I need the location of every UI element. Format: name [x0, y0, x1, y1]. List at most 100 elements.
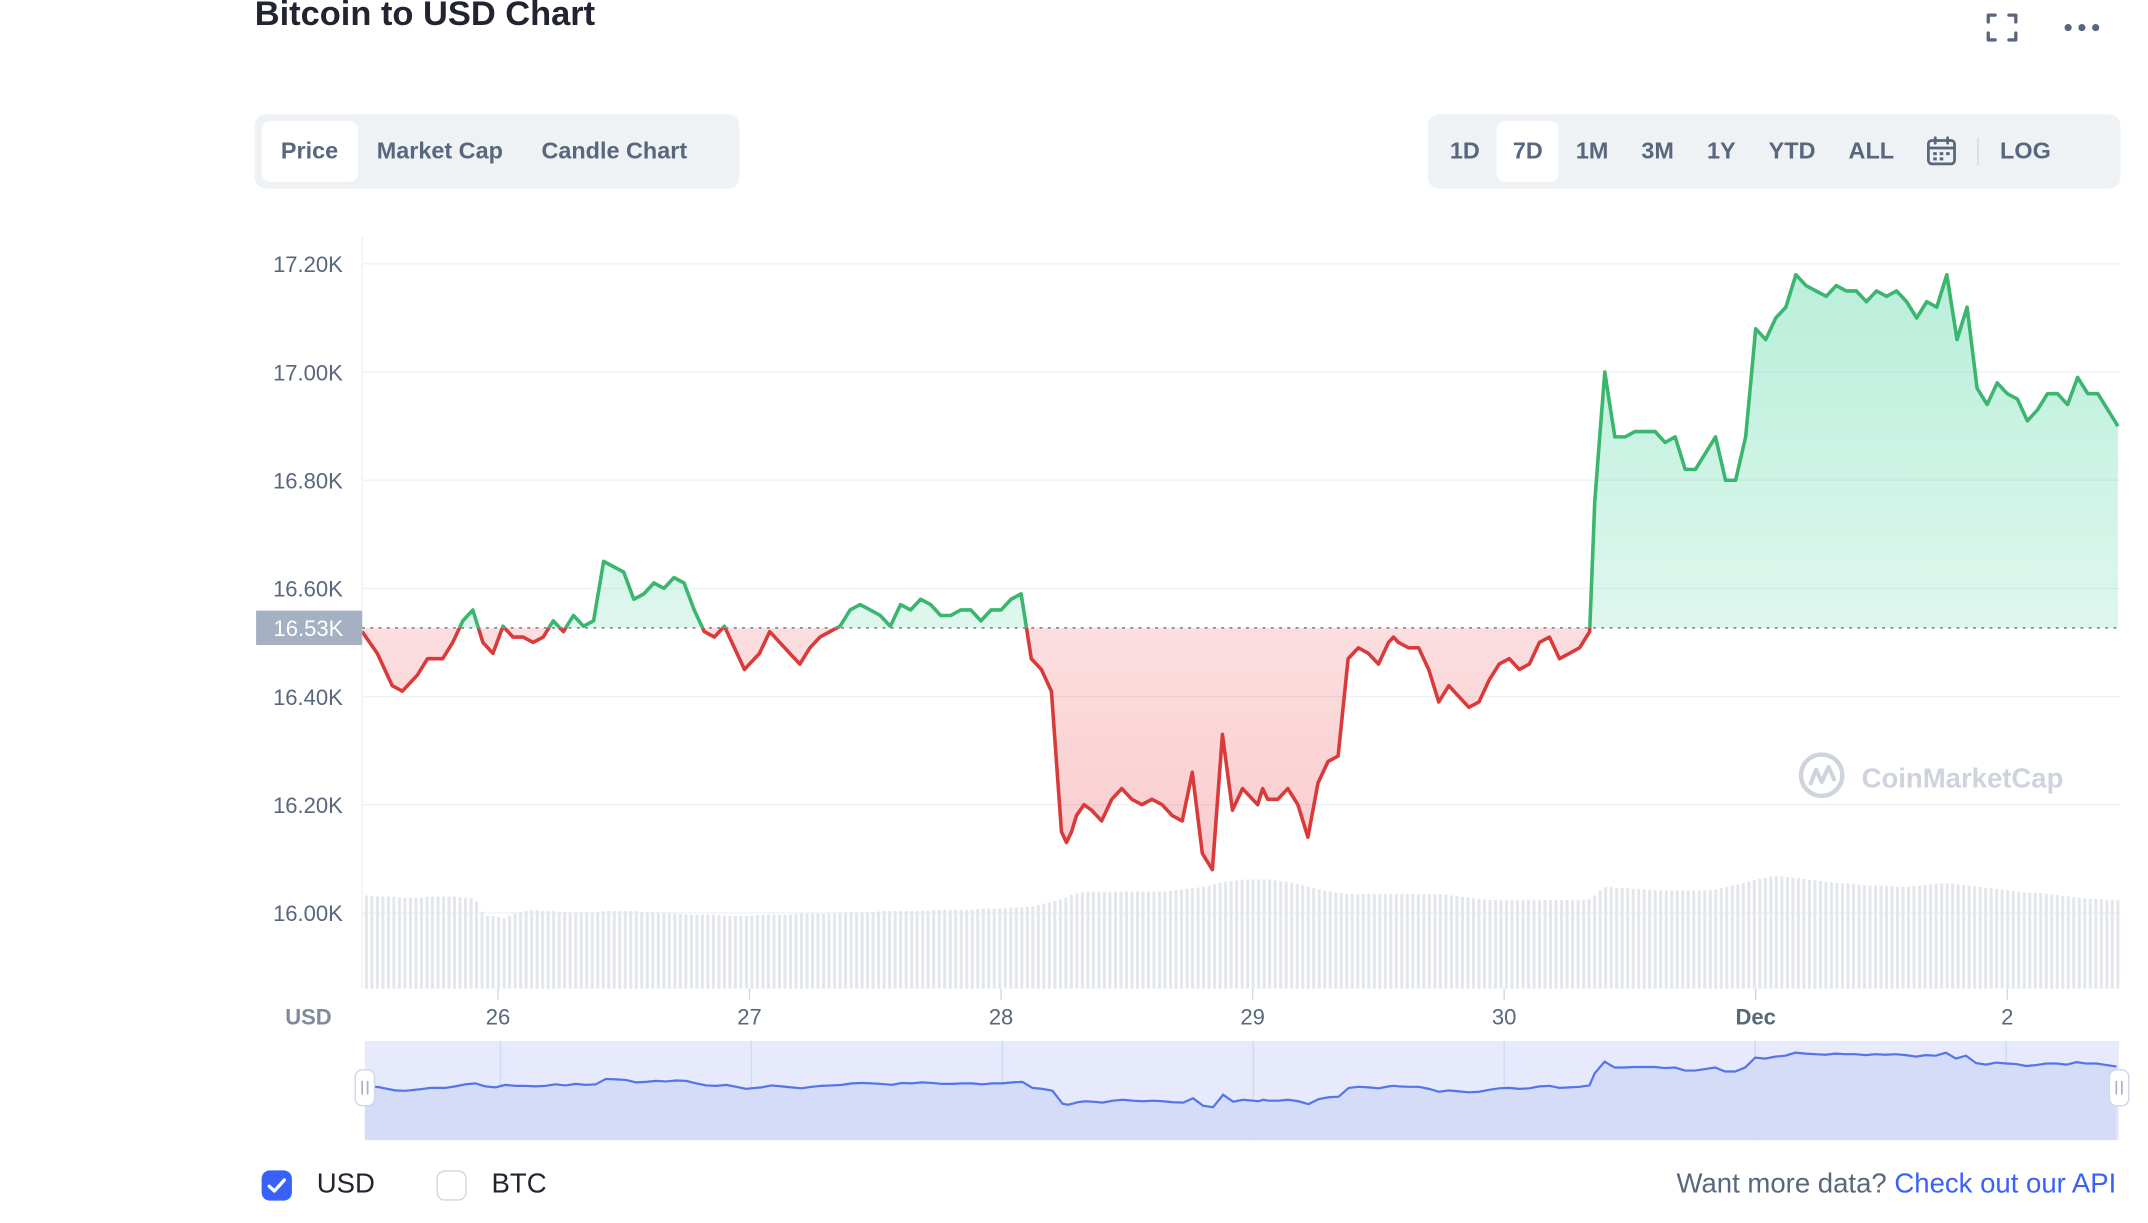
volume-bar	[1036, 904, 1040, 989]
volume-bar	[1306, 886, 1310, 989]
volume-bar	[491, 915, 495, 989]
volume-bar	[2044, 893, 2048, 989]
volume-bar	[1851, 883, 1855, 989]
volume-bar	[1020, 907, 1024, 989]
volume-bar	[937, 909, 941, 989]
coinmarketcap-watermark: CoinMarketCap	[1798, 752, 2064, 799]
tab-range-all[interactable]: ALL	[1848, 137, 1895, 164]
volume-bar	[1741, 882, 1745, 989]
volume-bar	[601, 911, 605, 989]
volume-bar	[1273, 880, 1277, 989]
volume-bar	[508, 915, 512, 989]
navigator-handle-left[interactable]	[354, 1069, 376, 1107]
reference-badge	[256, 610, 363, 646]
btc-checkbox-label[interactable]: BTC	[491, 1169, 547, 1200]
volume-bar	[524, 910, 528, 989]
volume-bar	[1829, 882, 1833, 989]
more-options-button[interactable]	[2061, 8, 2102, 47]
volume-bar	[546, 911, 550, 989]
volume-bar	[1868, 885, 1872, 989]
tab-range-3m[interactable]: 3M	[1641, 137, 1674, 164]
volume-bar	[392, 896, 396, 989]
volume-bar	[497, 916, 501, 989]
volume-bar	[430, 896, 435, 989]
volume-bar	[1532, 900, 1536, 989]
volume-bar	[1736, 884, 1740, 989]
volume-bar	[1345, 893, 1349, 989]
volume-bar	[689, 914, 693, 989]
volume-bar	[1703, 890, 1707, 989]
volume-bar	[888, 911, 892, 989]
tab-range-1d[interactable]: 1D	[1449, 137, 1480, 164]
volume-bar	[1169, 890, 1173, 989]
date-range-button[interactable]	[1911, 121, 1972, 182]
volume-bar	[1185, 888, 1189, 989]
volume-bar	[2077, 897, 2081, 989]
log-scale-toggle[interactable]: LOG	[2000, 137, 2051, 164]
volume-bar	[788, 914, 793, 989]
volume-bar	[1730, 885, 1734, 989]
volume-bar	[877, 911, 881, 989]
api-link[interactable]: Check out our API	[1894, 1169, 2117, 1200]
volume-bar	[1488, 900, 1492, 989]
volume-bar	[1246, 879, 1250, 989]
volume-bar	[1675, 890, 1679, 989]
volume-bar	[1339, 893, 1343, 989]
volume-bar	[1604, 887, 1608, 989]
volume-bar	[772, 914, 776, 989]
tab-range-ytd[interactable]: YTD	[1768, 137, 1816, 164]
volume-bar	[1543, 900, 1547, 989]
volume-bar	[2011, 891, 2015, 989]
volume-bar	[414, 897, 418, 989]
volume-bar	[816, 913, 820, 989]
volume-bar	[447, 896, 451, 989]
volume-bar	[1978, 887, 1982, 989]
volume-bar	[1279, 880, 1283, 989]
calendar-icon	[1926, 136, 1956, 166]
price-line-below	[362, 627, 1592, 872]
tab-range-1m[interactable]: 1M	[1575, 137, 1609, 164]
usd-checkbox[interactable]	[261, 1170, 292, 1201]
volume-bar	[1014, 907, 1018, 989]
volume-bar	[419, 897, 423, 989]
volume-bar	[1802, 879, 1806, 989]
volume-bar	[1312, 887, 1316, 989]
navigator-handle-right[interactable]	[2108, 1069, 2130, 1107]
btc-checkbox[interactable]	[436, 1170, 467, 1201]
volume-bar	[381, 896, 385, 989]
fullscreen-button[interactable]	[1981, 8, 2022, 47]
volume-bar	[932, 909, 936, 989]
volume-bar	[1896, 886, 1900, 989]
volume-bar	[954, 909, 958, 989]
volume-bar	[1549, 900, 1553, 989]
volume-bar	[882, 911, 886, 989]
volume-bar	[976, 909, 980, 989]
tab-range-7d[interactable]: 7D	[1496, 121, 1560, 182]
volume-bar	[2022, 892, 2026, 989]
volume-bar	[568, 912, 572, 989]
usd-checkbox-label[interactable]: USD	[316, 1169, 375, 1200]
volume-bar	[1047, 902, 1051, 989]
volume-bar	[1598, 890, 1602, 989]
volume-bar	[386, 896, 390, 989]
volume-bar	[1427, 894, 1431, 989]
tab-candle-chart[interactable]: Candle Chart	[541, 137, 688, 164]
volume-bar	[871, 912, 875, 989]
volume-bar	[1229, 881, 1233, 989]
tab-range-1y[interactable]: 1Y	[1706, 137, 1736, 164]
fullscreen-icon	[1986, 13, 2018, 42]
navigator-area	[364, 1052, 2117, 1141]
tab-market-cap[interactable]: Market Cap	[376, 137, 503, 164]
volume-bar	[1257, 879, 1261, 989]
volume-bar	[926, 910, 930, 989]
volume-bar	[2055, 895, 2059, 989]
volume-bar	[1862, 885, 1867, 989]
volume-bar	[1240, 879, 1244, 989]
tab-price[interactable]: Price	[261, 121, 358, 182]
volume-bar	[1367, 894, 1371, 989]
volume-bar	[1824, 881, 1828, 989]
volume-bar	[860, 912, 864, 989]
watermark-text: CoinMarketCap	[1862, 763, 2064, 794]
volume-bar	[563, 912, 567, 989]
